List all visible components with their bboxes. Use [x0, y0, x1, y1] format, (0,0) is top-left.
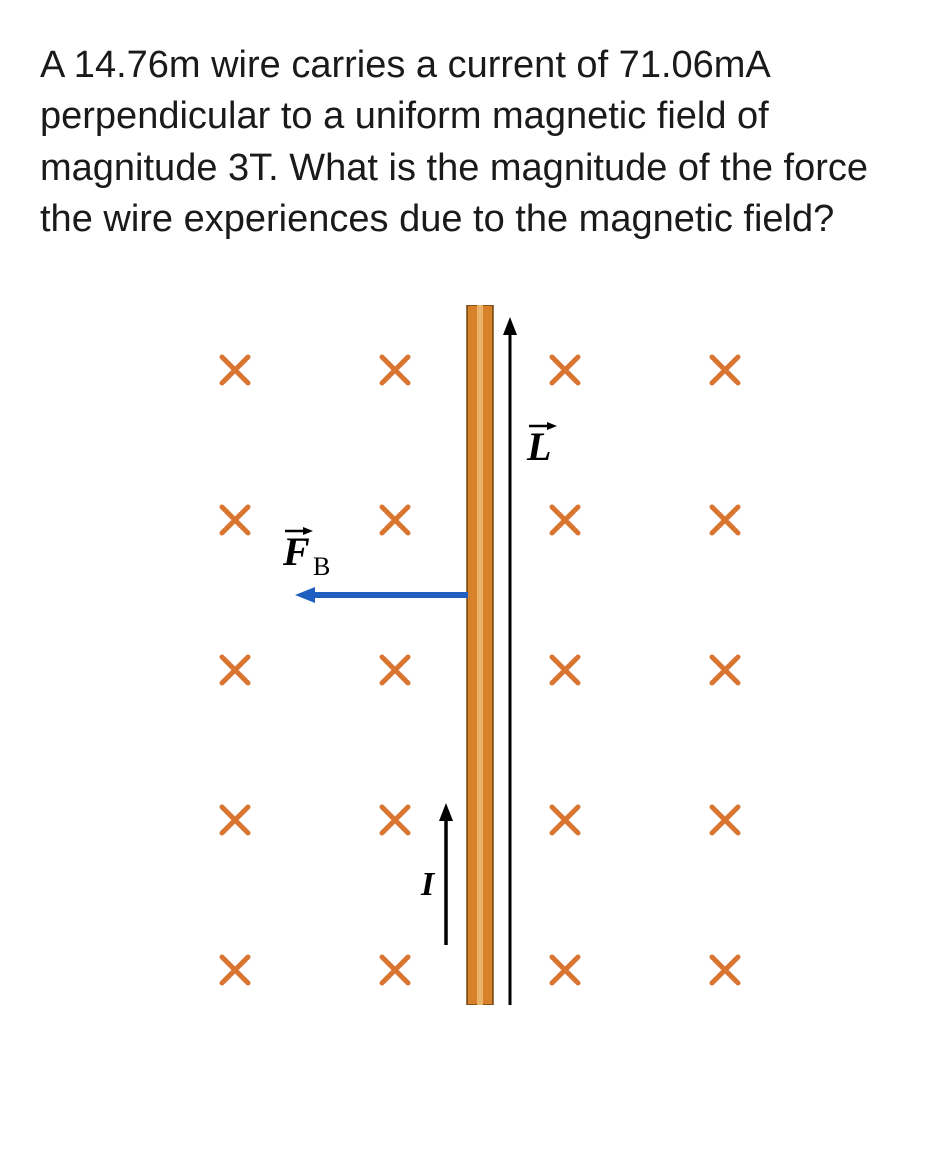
- page-container: A 14.76m wire carries a current of 71.06…: [0, 0, 952, 1045]
- length-vector-label: L: [526, 424, 551, 469]
- wire-highlight: [477, 305, 483, 1005]
- figure-container: L FB I: [165, 305, 795, 1005]
- force-vector-label: F: [282, 529, 310, 574]
- question-text: A 14.76m wire carries a current of 71.06…: [40, 40, 920, 245]
- wire: [467, 305, 493, 1005]
- force-vector-label-subscript: B: [313, 552, 330, 581]
- current-vector-label: I: [420, 866, 436, 903]
- figure-svg: L FB I: [165, 305, 795, 1005]
